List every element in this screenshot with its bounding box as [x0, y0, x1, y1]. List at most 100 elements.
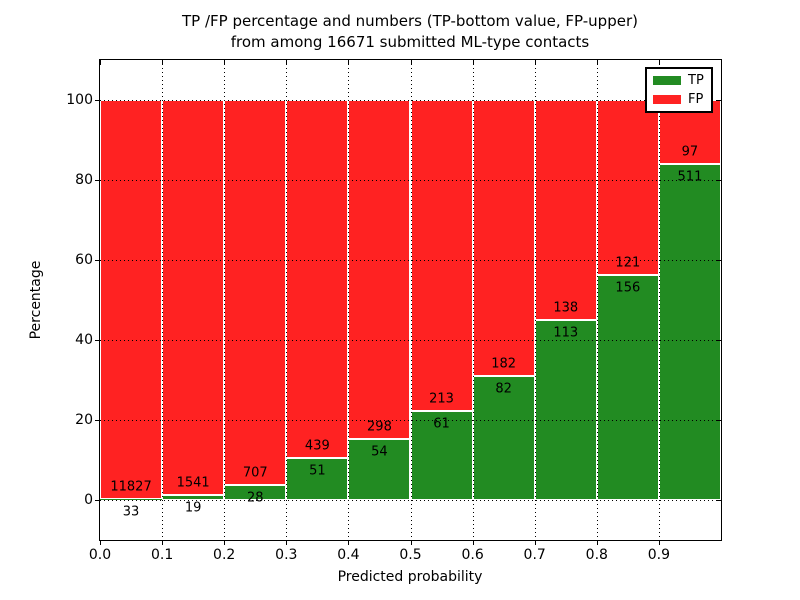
y-tick-label: 40: [75, 332, 93, 348]
x-tick-mark: [224, 60, 226, 65]
fp-count-label: 182: [491, 356, 517, 372]
horizontal-gridline: [100, 260, 721, 261]
vertical-gridline: [348, 60, 350, 540]
vertical-gridline: [472, 60, 474, 540]
bar-segment-fp: [472, 100, 535, 376]
legend-label: FP: [688, 91, 704, 107]
x-tick-mark: [286, 60, 288, 65]
bar-segment-fp: [224, 100, 287, 485]
fp-count-label: 213: [429, 391, 454, 407]
bar-segment-fp: [348, 100, 411, 439]
tp-count-label: 33: [122, 504, 140, 520]
chart-title: TP /FP percentage and numbers (TP-bottom…: [20, 11, 800, 53]
fp-count-label: 138: [553, 300, 579, 316]
tp-count-label: 156: [615, 280, 641, 296]
fp-count-label: 707: [242, 465, 268, 481]
x-tick-mark: [162, 60, 164, 65]
x-tick-mark: [410, 60, 412, 65]
x-tick-label: 0.3: [275, 547, 298, 563]
x-tick-label: 0.1: [150, 547, 174, 563]
x-tick-mark: [596, 540, 598, 545]
tp-count-label: 19: [184, 500, 202, 516]
tp-count-label: 113: [553, 325, 579, 341]
fp-count-label: 121: [615, 255, 641, 271]
y-tick-mark: [95, 100, 100, 101]
tp-count-label: 61: [433, 416, 450, 432]
legend-swatch-tp: [653, 76, 681, 86]
vertical-gridline: [534, 60, 536, 540]
tp-count-label: 28: [246, 490, 264, 506]
bar-segment-tp: [534, 319, 597, 500]
x-tick-label: 0.2: [213, 547, 236, 563]
tp-count-label: 54: [371, 444, 388, 460]
bar-segment-fp: [162, 100, 225, 496]
y-tick-mark: [95, 260, 100, 261]
fp-count-label: 439: [304, 438, 330, 454]
x-tick-mark: [100, 60, 101, 65]
bar-segment-tp: [658, 163, 721, 500]
y-tick-mark: [716, 100, 721, 101]
horizontal-gridline: [100, 340, 721, 341]
x-tick-mark: [224, 540, 226, 545]
horizontal-gridline: [100, 180, 721, 181]
x-tick-label: 0.7: [523, 547, 546, 563]
horizontal-gridline: [100, 420, 721, 421]
bar-segment-fp: [286, 100, 349, 459]
x-tick-mark: [472, 540, 474, 545]
tp-count-label: 82: [495, 381, 512, 397]
bar-segment-fp: [100, 100, 163, 499]
y-tick-label: 100: [66, 92, 93, 108]
y-tick-mark: [716, 500, 721, 501]
vertical-gridline: [596, 60, 598, 540]
fp-count-label: 298: [367, 419, 392, 435]
legend-item-tp: TP: [647, 74, 711, 87]
x-tick-label: 0.6: [461, 547, 484, 563]
tp-count-label: 51: [309, 463, 326, 479]
x-tick-mark: [596, 60, 598, 65]
x-tick-mark: [348, 540, 350, 545]
bar-segment-fp: [410, 100, 473, 411]
chart-title-line1: TP /FP percentage and numbers (TP-bottom…: [182, 12, 638, 30]
y-tick-label: 20: [75, 412, 93, 428]
vertical-gridline: [162, 60, 164, 540]
fp-count-label: 97: [681, 144, 699, 160]
y-tick-label: 0: [84, 492, 93, 508]
y-tick-mark: [716, 340, 721, 341]
y-tick-mark: [716, 180, 721, 181]
x-tick-mark: [162, 540, 164, 545]
x-tick-mark: [472, 60, 474, 65]
vertical-gridline: [658, 60, 660, 540]
x-tick-mark: [658, 540, 660, 545]
y-tick-mark: [95, 500, 100, 501]
bar-segment-tp: [410, 410, 473, 500]
bar-segment-fp: [596, 100, 659, 275]
horizontal-gridline: [100, 500, 721, 501]
chart-title-line2: from among 16671 submitted ML-type conta…: [230, 33, 590, 51]
x-tick-label: 0.5: [399, 547, 422, 563]
x-tick-mark: [100, 540, 101, 545]
x-tick-mark: [410, 540, 412, 545]
legend: TP FP: [645, 67, 713, 113]
x-tick-label: 0.9: [647, 547, 671, 563]
y-tick-mark: [716, 420, 721, 421]
bar-segment-tp: [596, 274, 659, 500]
fp-count-label: 11827: [110, 479, 152, 495]
x-tick-mark: [286, 540, 288, 545]
legend-swatch-fp: [653, 94, 681, 104]
bar-segment-tp: [348, 438, 411, 500]
bar-segment-tp: [100, 498, 163, 500]
fp-count-label: 1541: [176, 475, 210, 491]
y-tick-mark: [95, 340, 100, 341]
horizontal-gridline: [100, 100, 721, 101]
tp-count-label: 511: [677, 169, 703, 185]
x-tick-label: 0.4: [337, 547, 360, 563]
y-tick-mark: [95, 180, 100, 181]
x-tick-label: 0.0: [88, 547, 112, 563]
bar-segment-tp: [286, 458, 349, 500]
vertical-gridline: [286, 60, 288, 540]
x-tick-mark: [534, 60, 536, 65]
y-tick-mark: [716, 260, 721, 261]
vertical-gridline: [410, 60, 412, 540]
y-axis-label: Percentage: [28, 260, 44, 340]
